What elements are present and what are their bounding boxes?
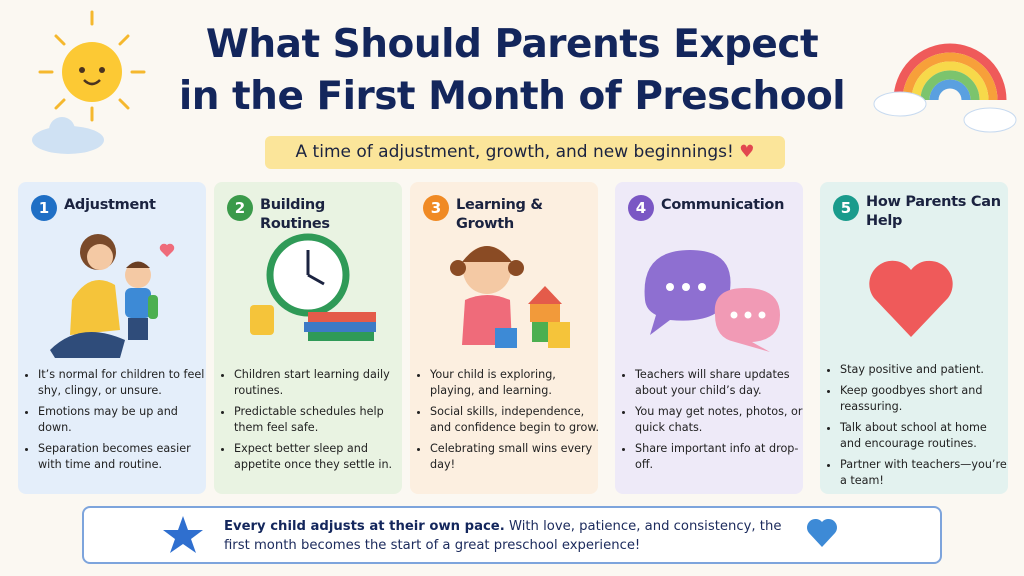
card-number: 3 <box>423 195 449 221</box>
card-number: 2 <box>227 195 253 221</box>
bullet: Stay positive and patient. <box>840 362 1010 378</box>
card-number: 4 <box>628 195 654 221</box>
card-title: Building Routines <box>260 197 330 232</box>
bullet-list: Stay positive and patient. Keep goodbyes … <box>824 362 1010 494</box>
bullet-list: It’s normal for children to feel shy, cl… <box>22 367 208 478</box>
title: What Should Parents Expect <box>205 22 819 67</box>
footer-bold: Every child adjusts at their own pace. <box>224 519 505 534</box>
card-title: Communication <box>661 197 785 213</box>
bullet: Teachers will share updates about your c… <box>635 367 805 399</box>
footer-body: With love, patience, and consistency, th… <box>224 519 782 553</box>
bullet: Children start learning daily routines. <box>234 367 404 399</box>
bullet-list: Teachers will share updates about your c… <box>619 367 805 478</box>
footer: Every child adjusts at their own pace. W… <box>82 506 942 564</box>
card: 1 Adjustment It’s normal for children to f… <box>18 182 206 494</box>
bullet: Partner with teachers—you’re a team! <box>840 457 1010 489</box>
bullet: Social skills, independence, and confide… <box>430 404 600 436</box>
card-number: 1 <box>31 195 57 221</box>
card: 5 How Parents Can Help Stay positive and p… <box>820 182 1008 494</box>
card: 4 Communication Teachers will share update… <box>615 182 803 494</box>
bullet: Talk about school at home and encourage … <box>840 420 1010 452</box>
card-title: Adjustment <box>64 197 156 213</box>
bullet: Expect better sleep and appetite once th… <box>234 441 404 473</box>
bullet: Separation becomes easier with time and … <box>38 441 208 473</box>
bullet: Predictable schedules help them feel saf… <box>234 404 404 436</box>
bullet: Share important info at drop-off. <box>635 441 805 473</box>
bullet: Celebrating small wins every day! <box>430 441 600 473</box>
subtitle: A time of adjustment, growth, and new be… <box>265 136 785 169</box>
bullet: You may get notes, photos, or quick chat… <box>635 404 805 436</box>
bullet-list: Children start learning daily routines. P… <box>218 367 404 478</box>
card-number: 5 <box>833 195 859 221</box>
card: 2 Building Routines Children start learnin… <box>214 182 402 494</box>
bullet: Your child is exploring, playing, and le… <box>430 367 600 399</box>
bullet: Keep goodbyes short and reassuring. <box>840 383 1010 415</box>
bullet: It’s normal for children to feel shy, cl… <box>38 367 208 399</box>
card-title: Learning & Growth <box>456 197 543 232</box>
card: 3 Learning & Growth Your child is explorin… <box>410 182 600 494</box>
subtitle-text: A time of adjustment, growth, and new be… <box>295 142 734 162</box>
bullet: Emotions may be up and down. <box>38 404 208 436</box>
heart-icon: ♥ <box>739 142 755 162</box>
card-title: How Parents Can Help <box>866 194 1001 229</box>
footer-text: Every child adjusts at their own pace. W… <box>224 517 784 555</box>
title: in the First Month of Preschool <box>178 74 846 119</box>
bullet-list: Your child is exploring, playing, and le… <box>414 367 600 478</box>
